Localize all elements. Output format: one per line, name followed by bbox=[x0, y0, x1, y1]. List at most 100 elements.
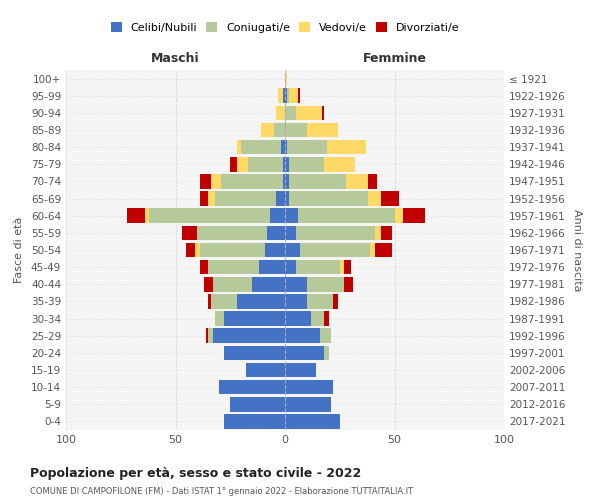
Bar bbox=[248, 157, 283, 172]
Bar bbox=[287, 140, 326, 154]
Bar bbox=[230, 157, 237, 172]
Bar bbox=[278, 88, 283, 103]
Bar bbox=[285, 260, 296, 274]
Bar bbox=[224, 346, 285, 360]
Bar bbox=[311, 312, 325, 326]
Bar bbox=[285, 380, 333, 394]
Bar bbox=[230, 397, 285, 411]
Bar bbox=[285, 362, 316, 378]
Bar bbox=[268, 226, 285, 240]
Bar bbox=[285, 346, 325, 360]
Bar bbox=[285, 122, 307, 138]
Bar bbox=[289, 192, 368, 206]
Bar bbox=[285, 72, 287, 86]
Bar bbox=[289, 88, 298, 103]
Bar bbox=[283, 174, 285, 188]
Bar bbox=[269, 208, 285, 223]
Bar bbox=[252, 277, 285, 291]
Bar bbox=[265, 242, 285, 258]
Bar bbox=[211, 174, 221, 188]
Bar bbox=[403, 208, 425, 223]
Bar bbox=[344, 277, 353, 291]
Bar bbox=[285, 106, 296, 120]
Bar bbox=[211, 294, 237, 308]
Bar bbox=[237, 157, 248, 172]
Text: Maschi: Maschi bbox=[151, 52, 200, 65]
Bar bbox=[325, 157, 355, 172]
Bar bbox=[368, 192, 382, 206]
Bar bbox=[245, 362, 285, 378]
Bar bbox=[182, 226, 197, 240]
Bar bbox=[333, 294, 338, 308]
Bar bbox=[322, 106, 325, 120]
Bar bbox=[224, 414, 285, 428]
Bar bbox=[276, 106, 285, 120]
Bar bbox=[285, 242, 301, 258]
Bar bbox=[237, 140, 241, 154]
Bar bbox=[221, 174, 283, 188]
Y-axis label: Fasce di età: Fasce di età bbox=[14, 217, 24, 283]
Bar bbox=[274, 122, 285, 138]
Bar bbox=[285, 312, 311, 326]
Bar bbox=[285, 174, 289, 188]
Bar bbox=[285, 140, 287, 154]
Bar bbox=[346, 174, 368, 188]
Bar bbox=[298, 88, 301, 103]
Bar bbox=[344, 260, 350, 274]
Bar bbox=[283, 88, 285, 103]
Bar bbox=[200, 174, 211, 188]
Bar bbox=[283, 157, 285, 172]
Bar bbox=[213, 328, 285, 343]
Bar bbox=[325, 346, 329, 360]
Bar bbox=[285, 88, 287, 103]
Text: Femmine: Femmine bbox=[362, 52, 427, 65]
Bar bbox=[307, 294, 333, 308]
Bar bbox=[285, 397, 331, 411]
Bar bbox=[285, 414, 340, 428]
Bar bbox=[281, 140, 285, 154]
Bar bbox=[206, 328, 208, 343]
Bar bbox=[298, 208, 395, 223]
Y-axis label: Anni di nascita: Anni di nascita bbox=[572, 209, 582, 291]
Bar bbox=[259, 260, 285, 274]
Bar bbox=[296, 226, 375, 240]
Bar bbox=[200, 242, 265, 258]
Bar bbox=[208, 260, 259, 274]
Bar bbox=[340, 260, 344, 274]
Bar bbox=[261, 122, 274, 138]
Bar bbox=[215, 192, 276, 206]
Bar bbox=[213, 277, 252, 291]
Bar bbox=[127, 208, 145, 223]
Bar bbox=[296, 106, 322, 120]
Bar bbox=[200, 192, 208, 206]
Bar bbox=[285, 277, 307, 291]
Bar bbox=[395, 208, 403, 223]
Bar bbox=[197, 226, 268, 240]
Bar bbox=[370, 242, 375, 258]
Bar bbox=[375, 226, 382, 240]
Bar bbox=[215, 312, 224, 326]
Bar bbox=[149, 208, 269, 223]
Bar bbox=[208, 328, 213, 343]
Bar bbox=[285, 208, 298, 223]
Bar bbox=[307, 277, 344, 291]
Bar bbox=[195, 242, 200, 258]
Bar bbox=[289, 157, 325, 172]
Bar bbox=[285, 328, 320, 343]
Legend: Celibi/Nubili, Coniugati/e, Vedovi/e, Divorziati/e: Celibi/Nubili, Coniugati/e, Vedovi/e, Di… bbox=[106, 18, 464, 38]
Bar bbox=[145, 208, 149, 223]
Bar bbox=[237, 294, 285, 308]
Bar bbox=[287, 88, 289, 103]
Bar bbox=[204, 277, 213, 291]
Bar bbox=[285, 294, 307, 308]
Bar bbox=[224, 312, 285, 326]
Bar bbox=[276, 192, 285, 206]
Bar bbox=[382, 192, 399, 206]
Bar bbox=[307, 122, 338, 138]
Bar bbox=[320, 328, 331, 343]
Bar bbox=[296, 260, 340, 274]
Bar bbox=[301, 242, 370, 258]
Bar bbox=[285, 157, 289, 172]
Bar bbox=[220, 380, 285, 394]
Bar bbox=[326, 140, 366, 154]
